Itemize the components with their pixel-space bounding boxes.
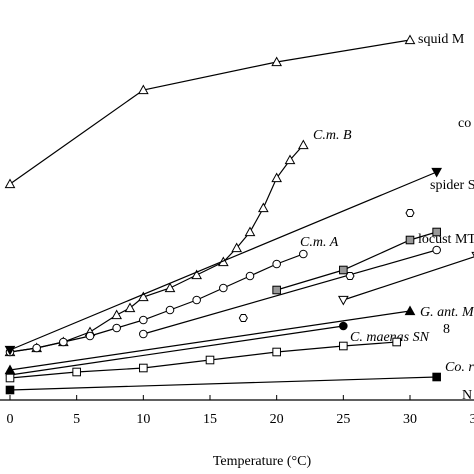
series-line	[9, 310, 411, 371]
marker	[284, 154, 296, 165]
x-tick-label: 20	[270, 412, 284, 427]
series-label: C.m. B	[313, 128, 352, 143]
marker	[164, 282, 176, 293]
series-line	[9, 376, 437, 391]
marker	[205, 355, 215, 365]
marker	[59, 337, 68, 347]
series-label: squid M	[418, 32, 465, 47]
series-line	[276, 231, 437, 291]
marker	[137, 291, 149, 302]
marker	[272, 347, 281, 357]
superscript: 8	[443, 322, 450, 337]
marker	[5, 373, 15, 383]
marker	[339, 341, 348, 351]
marker	[5, 385, 15, 395]
marker	[271, 56, 283, 67]
series-line	[143, 249, 437, 335]
marker	[339, 321, 348, 331]
series-label: G. ant. M	[420, 305, 474, 320]
marker	[4, 178, 16, 189]
marker	[124, 302, 136, 313]
x-tick-label: 30	[403, 412, 417, 427]
series-line	[9, 171, 437, 351]
series-line	[9, 325, 344, 376]
marker	[257, 202, 269, 213]
annotation: N	[462, 388, 472, 403]
annotation: co	[458, 116, 471, 131]
marker	[32, 343, 41, 353]
marker	[139, 315, 148, 325]
marker	[432, 245, 441, 255]
marker	[404, 34, 416, 45]
marker	[85, 331, 95, 341]
marker	[271, 172, 283, 183]
marker	[111, 309, 123, 320]
x-tick-label: 25	[336, 412, 350, 427]
marker	[191, 269, 203, 280]
marker	[432, 372, 441, 382]
marker	[219, 283, 228, 293]
marker	[337, 295, 349, 306]
x-tick-label: 5	[73, 412, 80, 427]
series-line	[9, 144, 304, 353]
marker	[139, 329, 148, 339]
marker	[72, 367, 81, 377]
series-line	[343, 256, 474, 301]
series-label: C.m. A	[300, 235, 339, 250]
marker	[4, 345, 16, 356]
marker	[137, 84, 149, 95]
marker	[139, 363, 148, 373]
series-label: spider S	[430, 178, 474, 193]
x-tick-label: 10	[136, 412, 150, 427]
x-tick-label: 0	[7, 412, 14, 427]
marker	[192, 295, 201, 305]
x-tick-label: 15	[203, 412, 217, 427]
series-line	[9, 39, 411, 185]
series-label: locust MT	[418, 232, 474, 247]
marker	[432, 227, 441, 237]
x-tick-label: 35	[470, 412, 474, 427]
marker	[112, 323, 121, 333]
marker	[431, 167, 443, 178]
marker	[405, 209, 415, 217]
marker	[165, 305, 175, 315]
marker	[272, 285, 281, 295]
marker	[405, 235, 415, 245]
marker	[272, 259, 281, 269]
series-line	[9, 253, 304, 353]
x-axis-label: Temperature (°C)	[213, 454, 312, 469]
marker	[404, 305, 416, 316]
marker	[345, 272, 355, 280]
marker	[231, 242, 243, 253]
marker	[339, 265, 348, 275]
marker	[392, 337, 401, 347]
marker	[244, 226, 256, 237]
series-label: C. maenas SN	[350, 330, 430, 345]
marker	[297, 139, 309, 150]
marker	[238, 314, 248, 322]
marker	[245, 271, 255, 281]
marker	[299, 249, 308, 259]
series-label: Co. r	[445, 360, 474, 375]
series-line	[9, 341, 397, 379]
